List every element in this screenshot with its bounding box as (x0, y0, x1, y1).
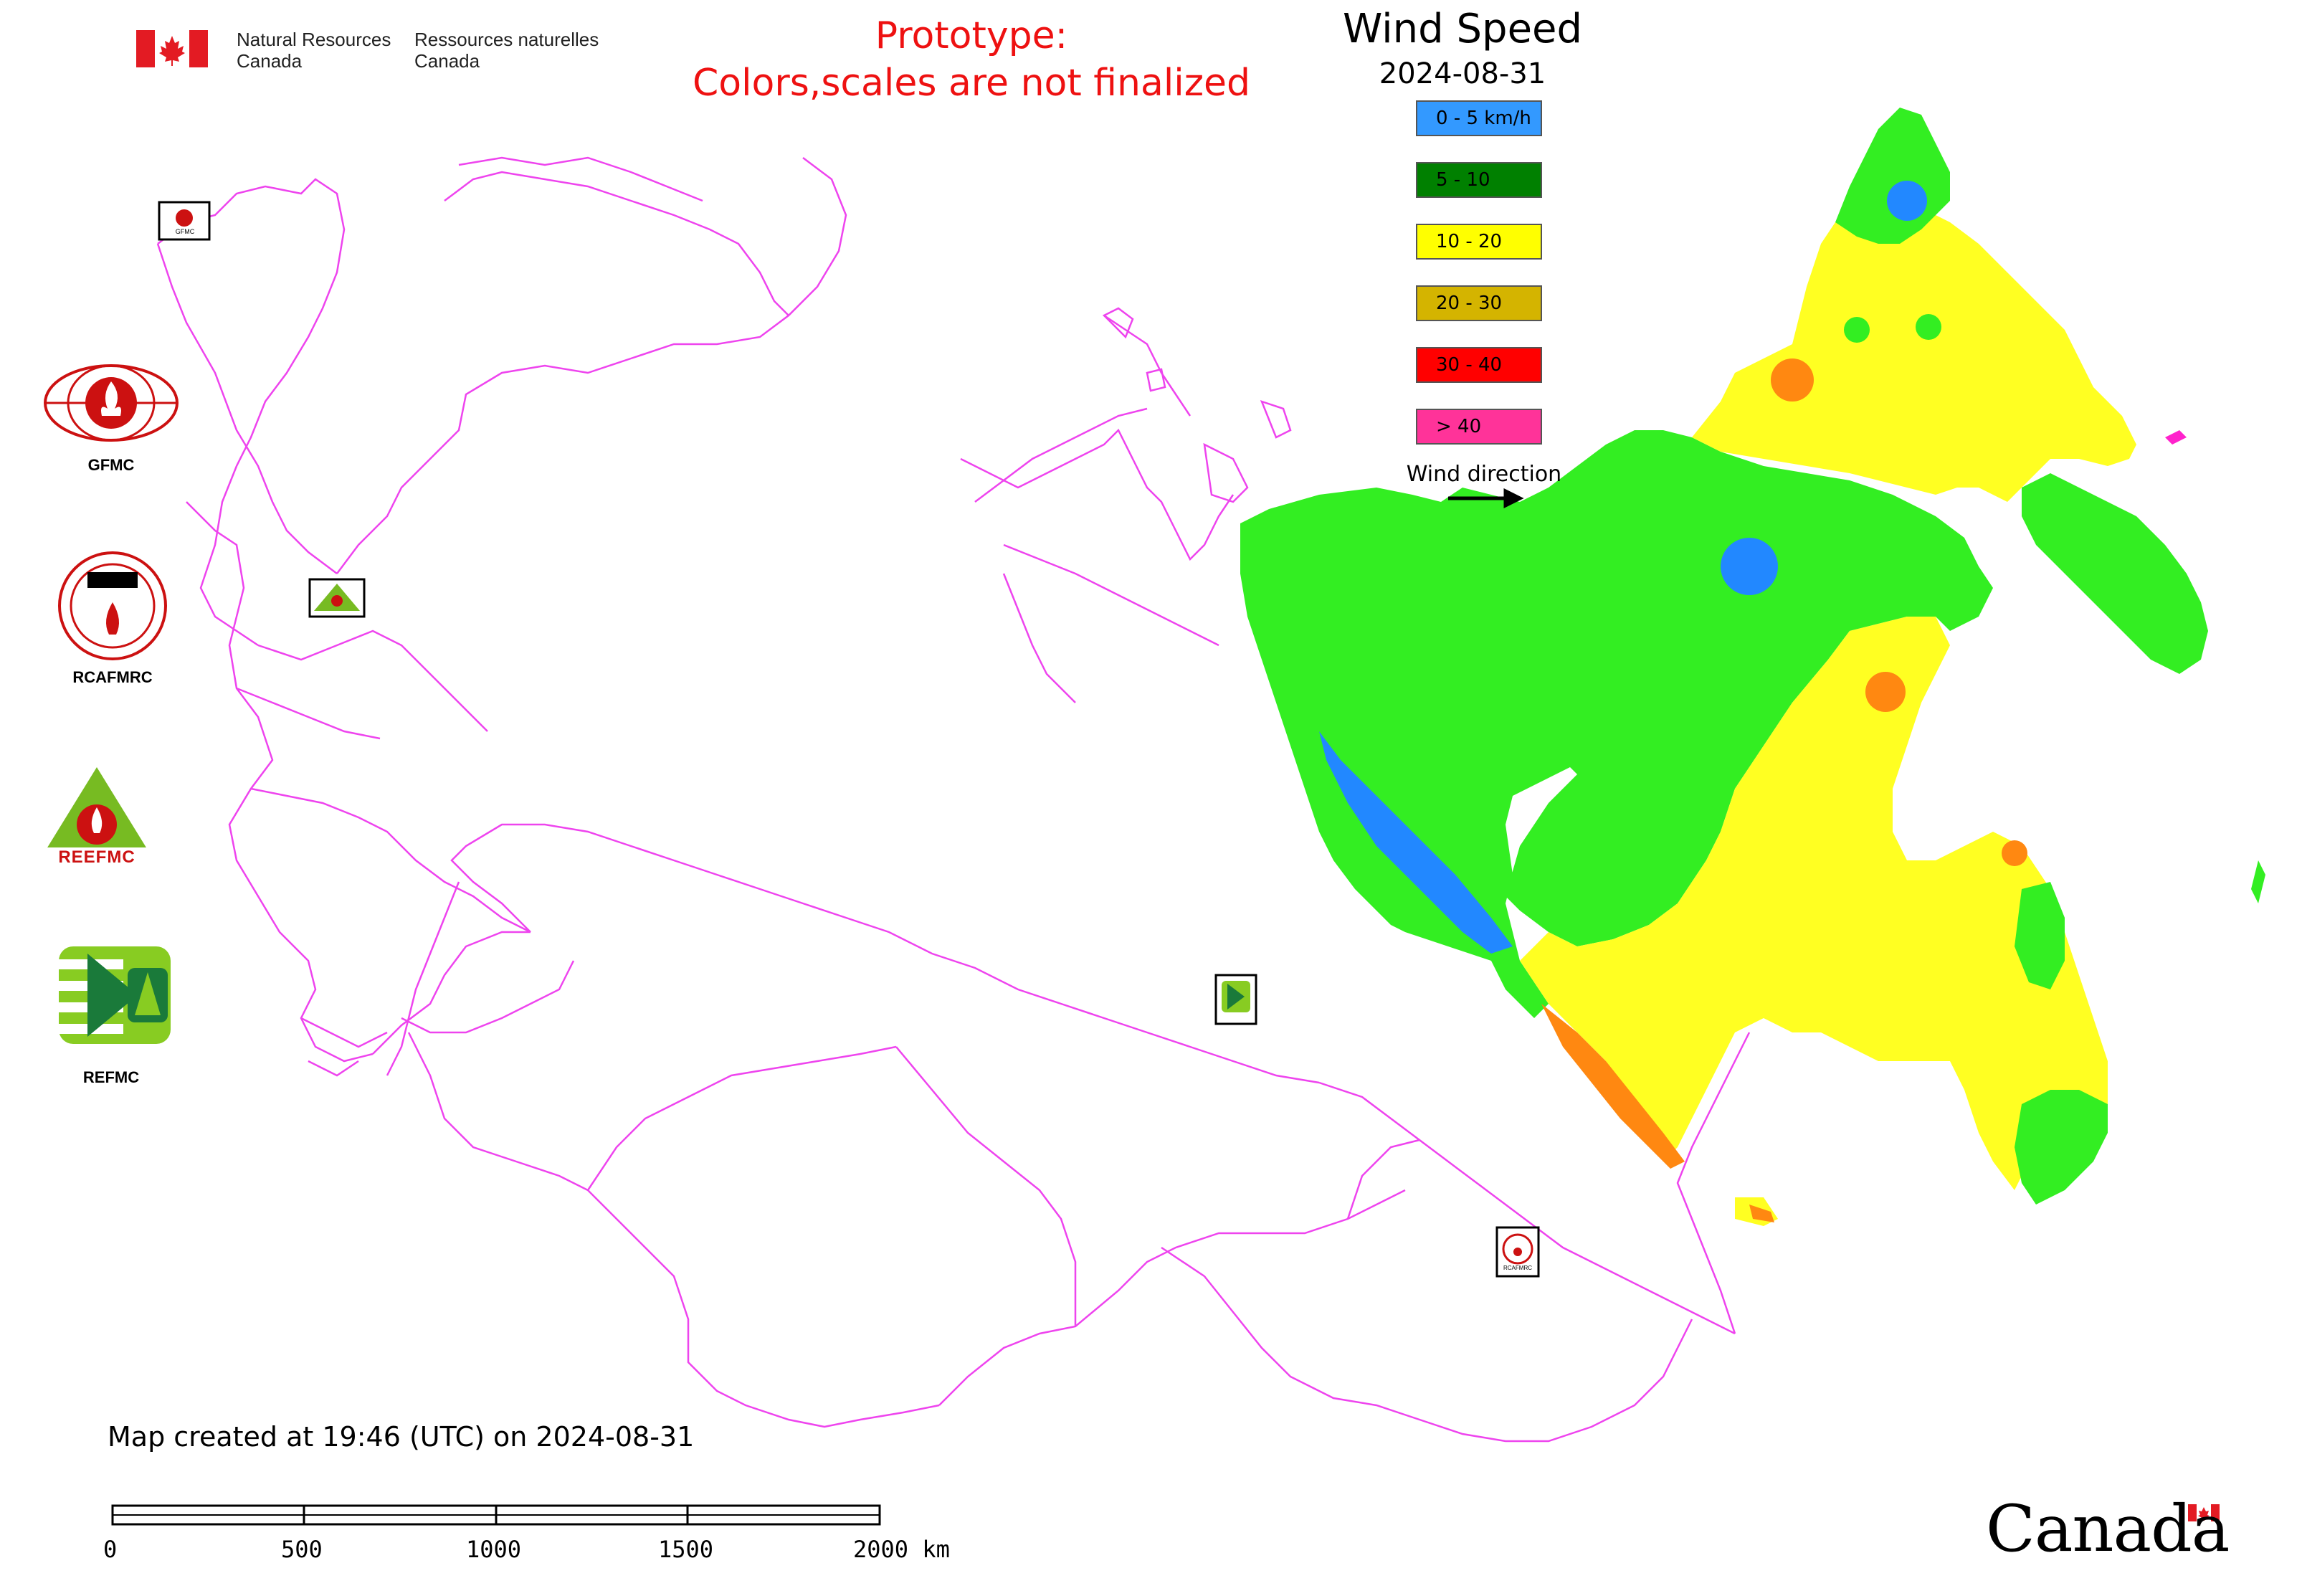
scale-label-2000-km: 2000 km (853, 1536, 950, 1563)
legend-label: 5 - 10 (1436, 169, 1490, 191)
reefmc-logo-icon (39, 767, 154, 863)
wind-cell-orange-3 (2002, 840, 2027, 866)
legend-date: 2024-08-31 (1379, 57, 1546, 90)
small-rcafmrc-marker-label: RCAFMRC (1503, 1265, 1532, 1271)
small-refmc-marker-icon (1214, 974, 1257, 1025)
canada-wordmark: Canada (1986, 1491, 2230, 1567)
legend-item-20-30: 20 - 30 (1416, 285, 1542, 321)
nrcan-fr-line1: Ressources naturelles (414, 29, 599, 50)
wind-cell-green-1 (1844, 317, 1870, 343)
nrcan-en-line2: Canada (237, 50, 303, 72)
small-rcafmrc-marker-icon (1495, 1226, 1540, 1278)
small-reefmc-marker-icon (308, 578, 366, 618)
map-accent-magenta (2165, 430, 2187, 445)
wind-zone-green-east (2022, 473, 2208, 674)
scale-label-0: 0 (103, 1536, 118, 1563)
refmc-logo-icon (59, 946, 171, 1044)
legend-label: 10 - 20 (1436, 231, 1503, 252)
legend-label: > 40 (1436, 416, 1482, 437)
legend-item-0-5: 0 - 5 km/h (1416, 100, 1542, 136)
small-gfmc-marker-icon (158, 201, 211, 241)
legend-title: Wind Speed (1342, 6, 1583, 52)
scale-label-1000: 1000 (466, 1536, 522, 1563)
wind-zone-islands (2251, 860, 2265, 903)
legend-label: 30 - 40 (1436, 354, 1503, 376)
refmc-logo-label: REFMC (82, 1068, 140, 1086)
legend-label: 0 - 5 km/h (1436, 108, 1531, 129)
gfmc-logo-label: GFMC (87, 456, 135, 474)
nrcan-fr-line2: Canada (414, 50, 480, 72)
wind-zone-yellow-east (1692, 208, 2136, 502)
wind-field-layers (1240, 108, 2265, 1226)
wind-zone-green-southeast-2 (2015, 882, 2065, 989)
wind-cell-orange-1 (1771, 358, 1814, 402)
wind-cell-blue-1 (1887, 181, 1927, 221)
wind-zone-yellow-south (1520, 617, 2108, 1190)
country-borders (156, 156, 1751, 1443)
legend-label: 20 - 30 (1436, 293, 1503, 314)
prototype-notice-title: Prototype: (875, 14, 1068, 57)
legend-item-5-10: 5 - 10 (1416, 162, 1542, 198)
small-gfmc-marker-label: GFMC (175, 228, 195, 235)
nrcan-en-line1: Natural Resources (237, 29, 391, 50)
legend-item-over-40: > 40 (1416, 409, 1542, 445)
wind-direction-arrow (1448, 488, 1524, 509)
scale-label-1500: 1500 (658, 1536, 714, 1563)
wind-zone-green-southeast (2015, 1090, 2108, 1205)
prototype-notice-detail: Colors,scales are not finalized (692, 62, 1251, 105)
scale-bar (111, 1504, 881, 1526)
wind-cell-blue-2 (1721, 538, 1778, 595)
rcafmrc-logo-icon (58, 551, 167, 660)
legend-item-30-40: 30 - 40 (1416, 347, 1542, 383)
reefmc-logo-wordmark: REEFMC (58, 847, 135, 867)
canada-wordmark-flag-icon (2188, 1504, 2220, 1521)
wind-zone-orange-southwest (1541, 1004, 1685, 1169)
nrcan-name-fr: Ressources naturelles Canada (414, 29, 599, 72)
wind-zone-blue-southwest (1319, 731, 1513, 954)
legend-item-10-20: 10 - 20 (1416, 224, 1542, 260)
nrcan-flag-icon (136, 30, 208, 67)
scale-label-500: 500 (281, 1536, 323, 1563)
rcafmrc-logo-label: RCAFMRC (72, 668, 153, 686)
wind-direction-label: Wind direction (1406, 462, 1562, 487)
nrcan-name-en: Natural Resources Canada (237, 29, 391, 72)
map-created-note: Map created at 19:46 (UTC) on 2024-08-31 (108, 1421, 695, 1453)
gfmc-logo-icon (44, 364, 179, 442)
wind-cell-orange-2 (1865, 672, 1906, 712)
wind-cell-green-2 (1916, 314, 1941, 340)
